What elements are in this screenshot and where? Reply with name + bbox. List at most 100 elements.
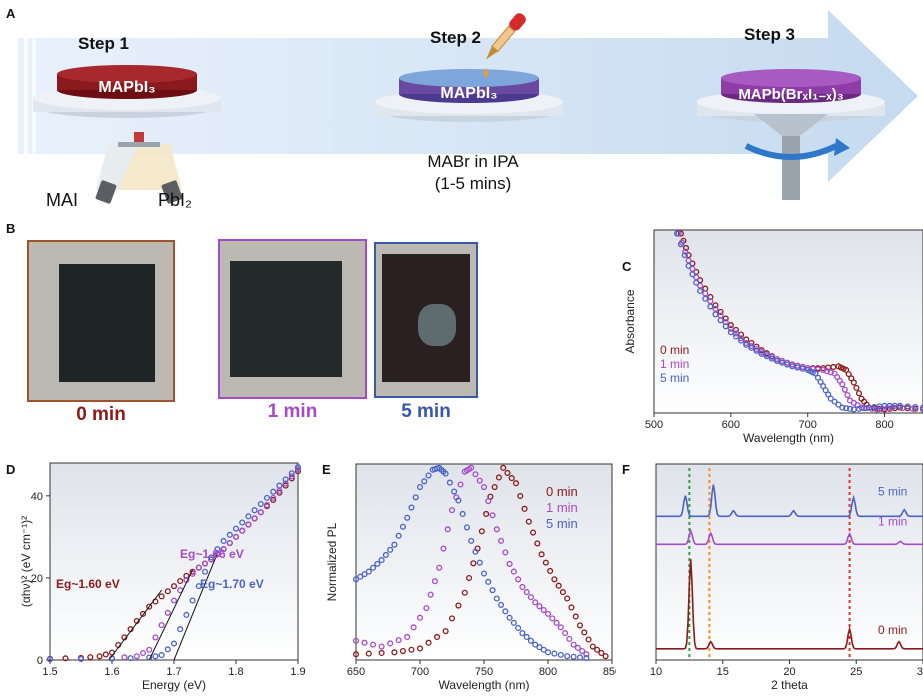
series-e-2-point — [502, 608, 509, 615]
series-d-1-point — [232, 533, 240, 540]
series-d-0-point — [62, 655, 69, 662]
series-c-2-point — [753, 347, 760, 354]
series-c-2-point — [763, 353, 770, 360]
series-e-2-point — [421, 478, 428, 485]
panel-label-d: D — [6, 462, 16, 477]
evaporation-source — [95, 132, 183, 204]
series-e-2-point — [510, 619, 517, 626]
series-e-2-point — [378, 557, 385, 564]
series-c-2-point — [896, 402, 903, 409]
series-e-1-point — [352, 637, 360, 644]
series-d-1-point — [208, 556, 215, 563]
series-d-0-point — [87, 654, 94, 661]
series-d-0-point — [270, 496, 277, 503]
series-c-2 — [674, 230, 923, 413]
series-e-0-point — [442, 628, 449, 635]
series-e-1-point — [583, 651, 590, 658]
series-e-1-point — [448, 507, 456, 514]
series-e-1-point — [485, 498, 492, 505]
series-c-0-point — [850, 379, 857, 386]
series-c-2-point — [779, 359, 786, 366]
series-e-0-point — [589, 643, 596, 650]
series-d-1-point — [139, 649, 147, 657]
step1-film-label: MAPbI₃ — [98, 79, 156, 96]
series-e-2-point — [493, 595, 500, 602]
x-axis-label: Energy (eV) — [142, 678, 206, 692]
series-e-0-point — [365, 650, 372, 657]
y-tick-label: 0 — [37, 655, 43, 667]
series-d-0-point — [164, 588, 171, 595]
x-tick-label: 15 — [717, 666, 729, 678]
series-d-1-point — [294, 466, 302, 473]
series-e-0-point — [500, 464, 507, 471]
series-e-0-point — [530, 529, 537, 536]
series-e-0-point — [568, 604, 575, 611]
series-d-2-point — [158, 652, 165, 659]
step3-substrate — [697, 69, 885, 200]
series-d-1-point — [152, 634, 159, 641]
legend-c-0: 0 min — [660, 343, 689, 357]
x-axis-label: 2 theta — [771, 678, 808, 692]
series-e-0-point — [399, 647, 406, 655]
series-c-2-point — [835, 401, 842, 408]
series-d-2-point — [201, 568, 209, 575]
xrd-label-1: 1 min — [878, 515, 907, 529]
photo-0min-caption: 0 min — [76, 404, 126, 425]
y-tick-label: 20 — [31, 573, 43, 585]
series-c-0-point — [853, 384, 860, 391]
series-c-2-point — [681, 252, 688, 259]
series-e-1-point — [410, 624, 417, 631]
series-c-2-point — [722, 323, 729, 330]
series-c-1-point — [682, 248, 689, 255]
series-e-1-point — [570, 641, 577, 648]
series-c-0-point — [677, 230, 684, 237]
series-e-1-point — [536, 603, 543, 610]
series-c-2-point — [784, 361, 791, 368]
series-c-2-point — [743, 341, 750, 348]
series-e-0-point — [461, 589, 468, 596]
series-c-2-point — [738, 337, 745, 344]
series-e-1-point — [480, 484, 488, 491]
series-e-0-point — [534, 540, 541, 547]
plot-area — [49, 462, 299, 661]
series-c-2-point — [732, 333, 740, 340]
series-e-1-point — [423, 605, 430, 612]
series-d-1-point — [158, 622, 165, 629]
series-c-2-point — [831, 398, 838, 405]
xrd-pattern-2 — [656, 484, 923, 518]
series-e-2-point — [544, 649, 552, 656]
series-e-1-point — [574, 644, 581, 651]
photo-5min-caption: 5 min — [401, 401, 451, 422]
series-e-2-point — [455, 497, 462, 504]
bandgap-label-1: Eg~1.66 eV — [180, 547, 244, 561]
series-e-0-point — [508, 475, 515, 482]
series-c-2-point — [702, 295, 709, 302]
series-e-0-point — [521, 505, 528, 512]
series-c-2-point — [758, 350, 765, 357]
series-d-2-point — [127, 655, 134, 662]
series-e-0-point — [598, 649, 605, 657]
series-e-2-point — [425, 472, 432, 479]
series-e-2-point — [365, 568, 372, 575]
series-c-2-point — [843, 405, 850, 412]
x-tick-label: 30 — [917, 666, 923, 678]
series-d-2-point — [282, 476, 289, 483]
series-d-2-point — [294, 464, 302, 471]
pbi2-label: PbI₂ — [158, 190, 193, 210]
series-d-2-point — [270, 488, 277, 495]
series-d-1-point — [270, 494, 277, 501]
series-e-1-point — [476, 477, 483, 484]
series-e-2-point — [352, 576, 360, 583]
chart-f: 10 15 20 25 30 2 theta 0 min 1 min 5 min — [650, 463, 923, 692]
series-d-2-point — [183, 611, 190, 618]
series-e-1-point — [532, 599, 539, 606]
series-d-0-point — [282, 482, 289, 489]
y-tick-label: 40 — [31, 491, 43, 503]
series-d-1-point — [220, 546, 227, 553]
photo-1min-caption: 1 min — [267, 401, 318, 422]
xrd-label-0: 0 min — [878, 623, 907, 637]
panel-label-b: B — [6, 221, 16, 236]
series-e-2-point — [357, 573, 364, 580]
series-e-2-point — [370, 564, 377, 571]
series-e-0-point — [352, 651, 360, 658]
